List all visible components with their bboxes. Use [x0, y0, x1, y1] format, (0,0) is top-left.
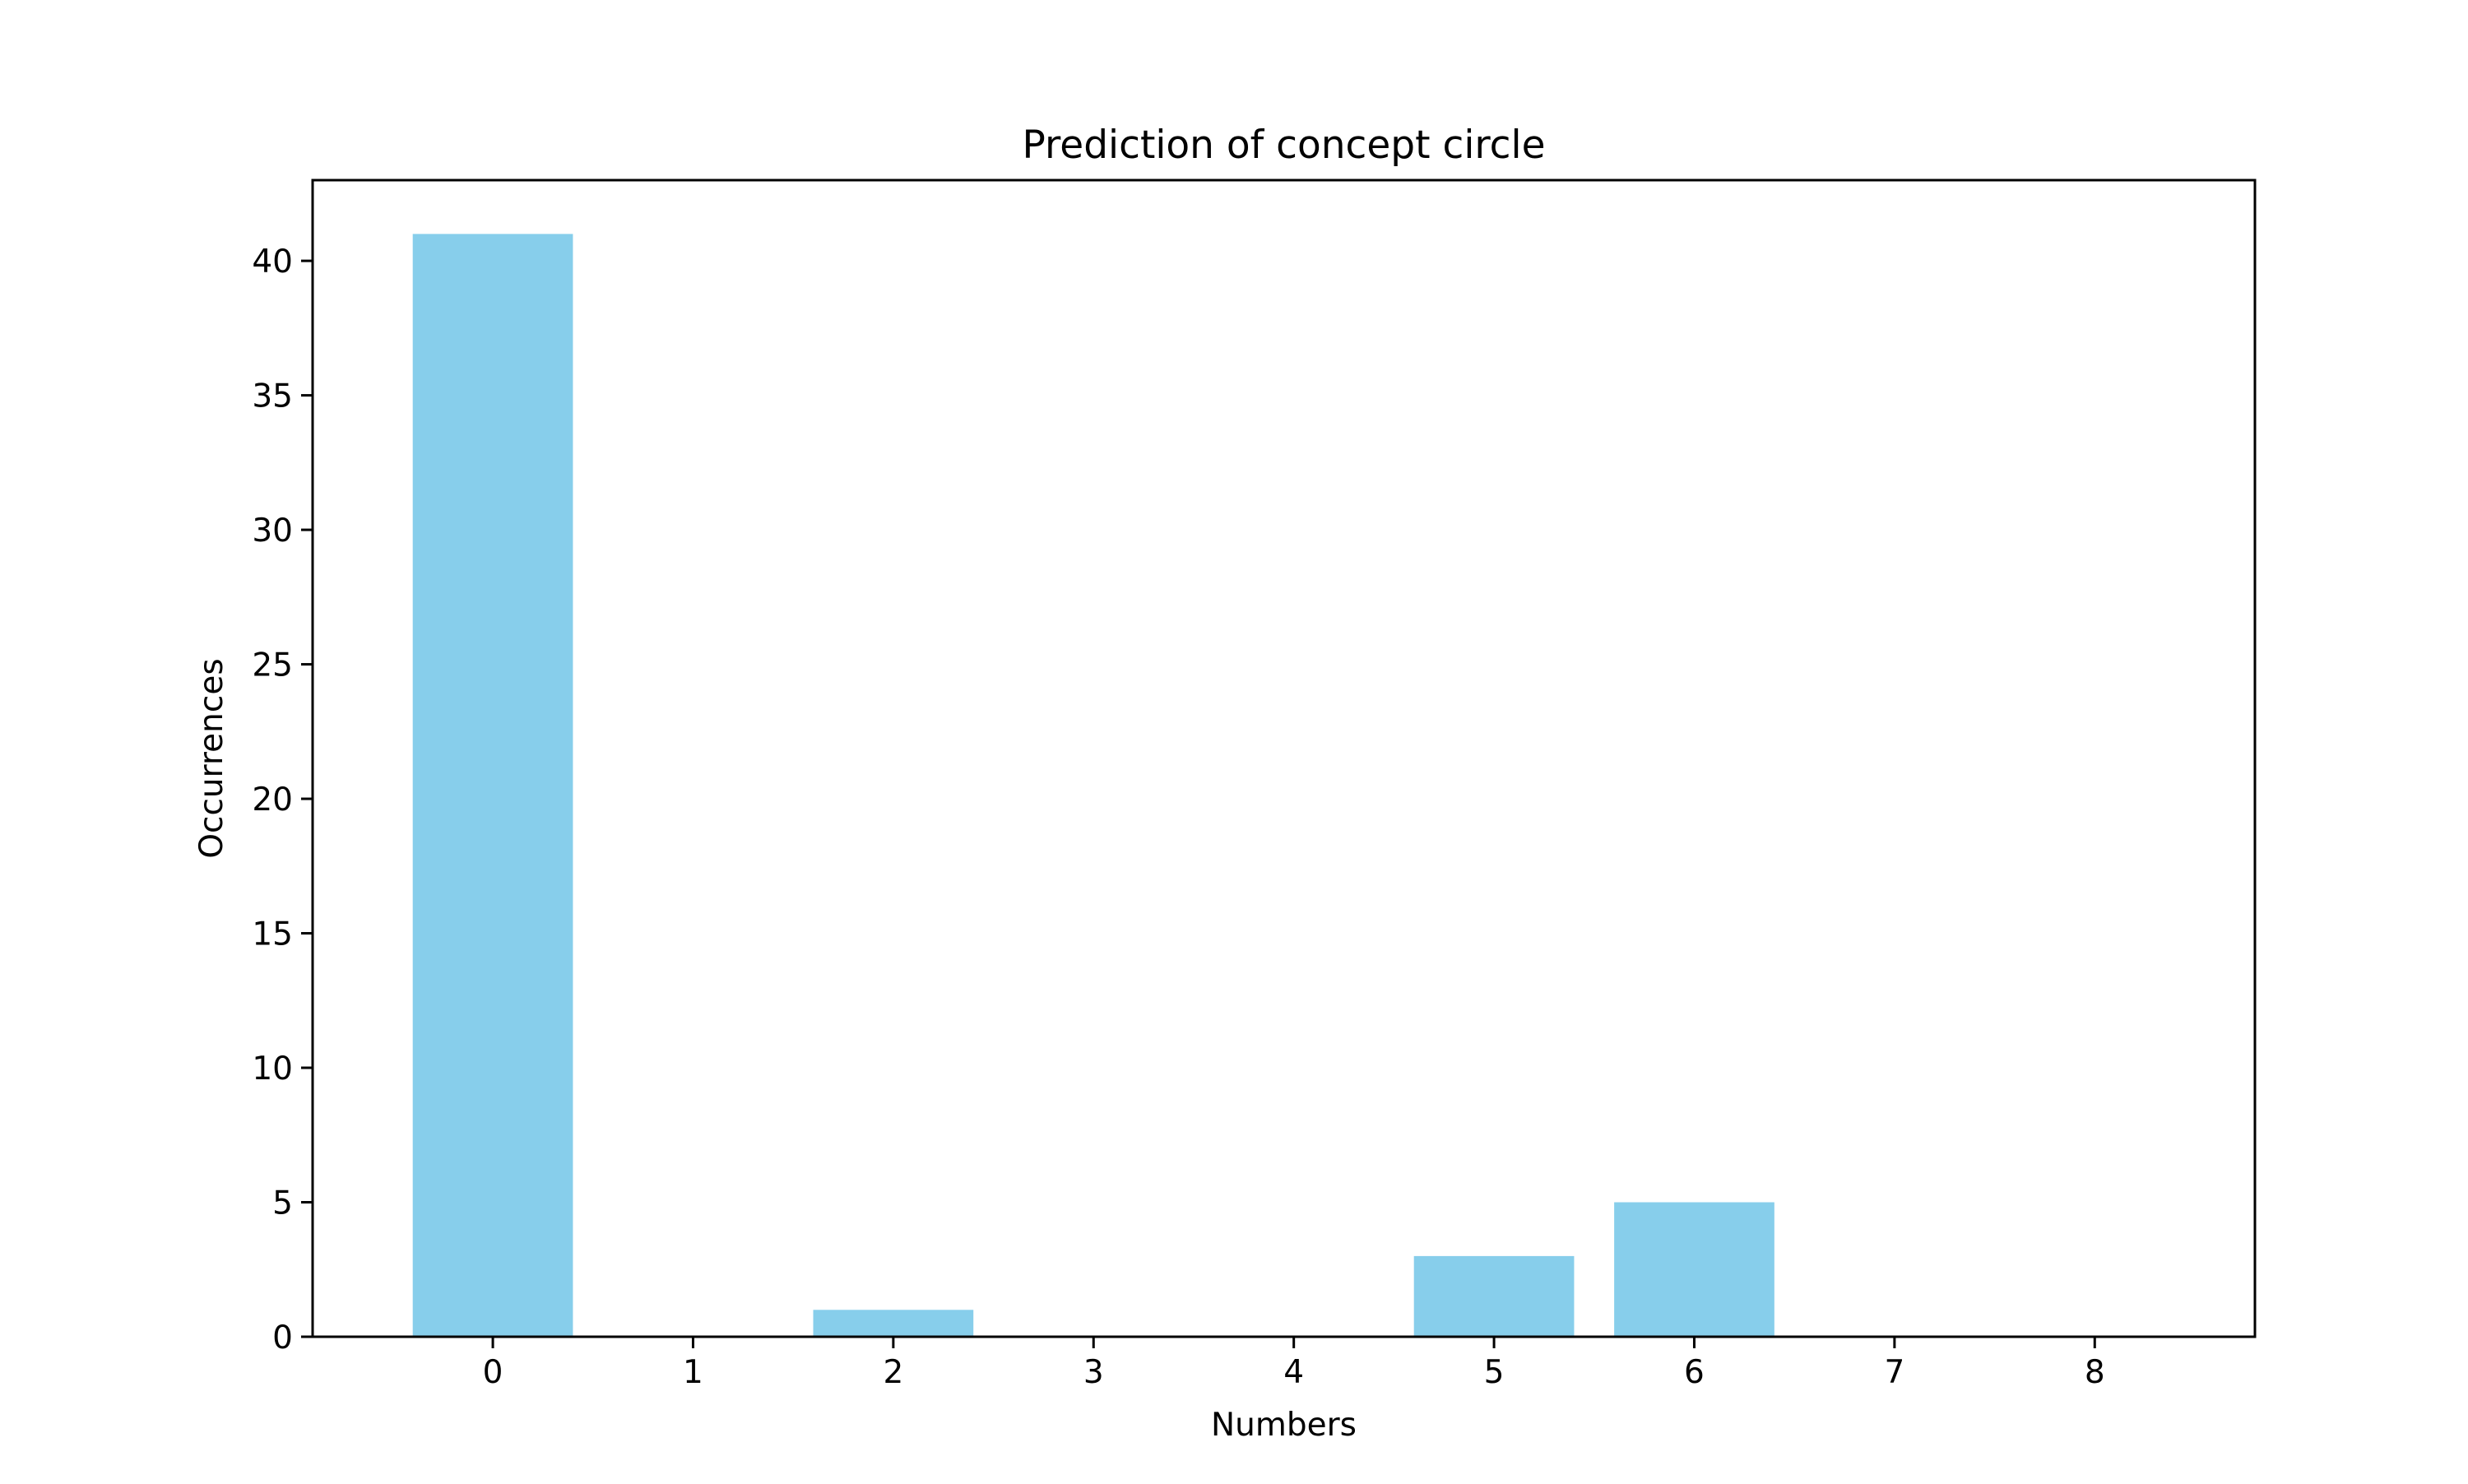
ticks-layer: 0 1 2 3 4 5 6 7 8 0 5 10 15 20 25 30 35 40: [252, 243, 2104, 1391]
y-tick-label: 25: [252, 647, 293, 684]
y-tick-label: 35: [252, 378, 293, 415]
bar-5: [1413, 1255, 1575, 1337]
y-tick-label: 30: [252, 512, 293, 550]
plot-frame: [311, 179, 2257, 1338]
x-tick-label: 6: [1684, 1354, 1705, 1391]
bar-6: [1614, 1202, 1774, 1337]
x-tick-label: 4: [1283, 1354, 1304, 1391]
x-tick-label: 7: [1884, 1354, 1904, 1391]
chart-title: Prediction of concept circle: [1022, 123, 1545, 168]
y-tick-label: 20: [252, 781, 293, 819]
bars-layer: [412, 234, 1774, 1337]
y-tick-label: 0: [272, 1319, 293, 1356]
x-axis-label: Numbers: [1211, 1407, 1357, 1444]
bar-0: [412, 234, 573, 1337]
x-tick-label: 8: [2085, 1354, 2105, 1391]
x-tick-label: 3: [1083, 1354, 1104, 1391]
bar-2: [813, 1310, 974, 1337]
y-tick-label: 40: [252, 243, 293, 281]
x-tick-label: 0: [483, 1354, 503, 1391]
x-tick-label: 2: [883, 1354, 903, 1391]
x-tick-label: 1: [683, 1354, 703, 1391]
y-tick-label: 5: [272, 1185, 293, 1222]
x-tick-label: 5: [1484, 1354, 1505, 1391]
y-axis-label: Occurrences: [193, 658, 230, 858]
y-tick-label: 15: [252, 916, 293, 953]
y-tick-label: 10: [252, 1050, 293, 1087]
